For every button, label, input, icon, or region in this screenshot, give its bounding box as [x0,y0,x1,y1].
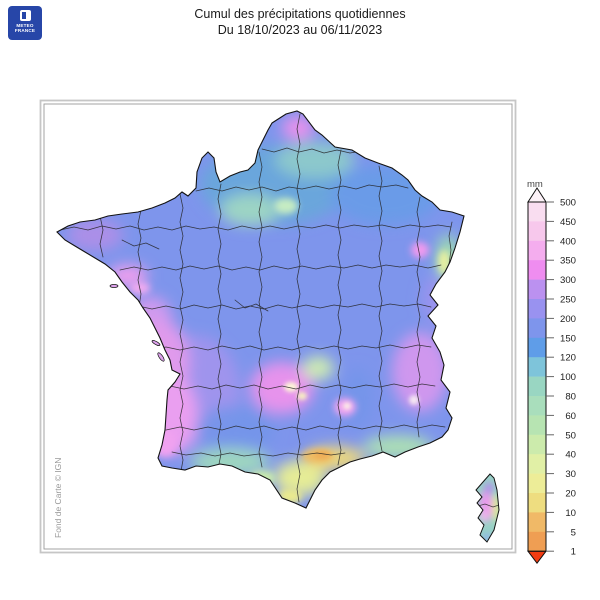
legend-tick-label: 400 [560,236,576,247]
map-frame-inner [43,103,513,550]
meteo-france-logo-text: METEO FRANCE [14,23,36,33]
legend-tick-label: 120 [560,353,576,364]
legend-tick-label: 450 [560,217,576,228]
precipitation-legend: mm 5004504003503002502001501201008060504… [527,179,576,565]
legend-tick-label: 250 [560,295,576,306]
map-frame-outer [39,99,517,554]
map-credit: Fond de Carte © IGN [53,458,63,538]
legend-tick-label: 150 [560,333,576,344]
legend-tick-label: 40 [565,450,576,461]
legend-tick-label: 10 [565,508,576,519]
legend-tick-label: 100 [560,372,576,383]
legend-tick-label: 30 [565,469,576,480]
atlantic-islands [109,284,165,362]
legend-tick-label: 300 [560,275,576,286]
meteo-france-logo: METEO FRANCE [8,6,42,40]
legend-colorbar: 5004504003503002502001501201008060504030… [527,187,576,565]
france-precipitation-map: Fond de Carte © IGN [39,99,517,554]
legend-tick-label: 5 [571,527,576,538]
page-subtitle: Du 18/10/2023 au 06/11/2023 [217,23,383,37]
department-borders [59,113,453,503]
legend-tick-label: 350 [560,256,576,267]
meteo-france-icon [19,10,31,21]
corsica-fill [476,474,499,542]
legend-tick-label: 500 [560,198,576,209]
legend-tick-label: 20 [565,489,576,500]
page-title: Cumul des précipitations quotidiennes [194,7,406,21]
legend-tick-label: 1 [571,547,576,558]
legend-tick-label: 60 [565,411,576,422]
legend-tick-label: 200 [560,314,576,325]
france-mainland-fill [57,111,464,508]
legend-unit-label: mm [527,179,543,190]
legend-tick-label: 50 [565,430,576,441]
chart-title-block: Cumul des précipitations quotidiennes Du… [0,6,600,38]
legend-tick-label: 80 [565,392,576,403]
